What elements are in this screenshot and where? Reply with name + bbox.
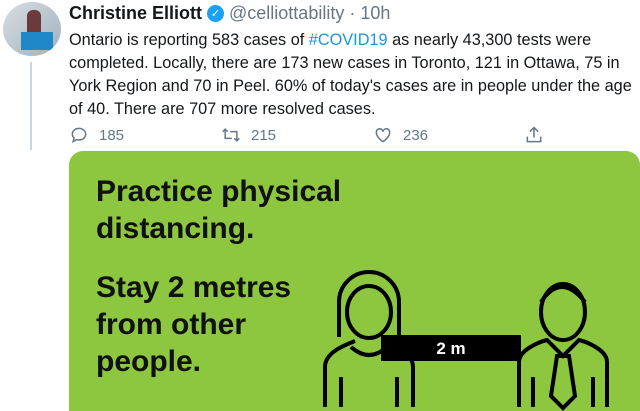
woman-icon [323,270,415,407]
tweet-header: Christine Elliott ✓ @celliottability · 1… [69,3,390,24]
verified-icon: ✓ [207,5,225,22]
distance-bar [381,335,521,361]
reply-button[interactable]: 185 [69,125,124,145]
distance-label: 2 m [436,339,465,358]
avatar-podium [21,32,53,50]
distancing-illustration: 2 m [323,270,609,411]
like-button[interactable]: 236 [373,125,428,145]
image-subtext: Stay 2 metres from other people. [96,269,291,380]
hashtag-link[interactable]: #COVID19 [308,31,388,49]
avatar-person [27,10,41,34]
image-headline: Practice physical distancing. [96,173,341,247]
tweet-text: Ontario is reporting 583 cases of #COVID… [69,29,639,121]
reply-icon [71,127,87,144]
author-name[interactable]: Christine Elliott [69,3,203,23]
share-button[interactable] [524,125,544,145]
share-icon [526,126,542,143]
tweet-image[interactable]: Practice physical distancing. Stay 2 metr… [69,151,640,411]
reply-count: 185 [99,126,125,144]
retweet-count: 215 [251,126,277,144]
sub-line: Stay 2 metres [96,271,292,304]
headline-line: distancing. [96,212,255,245]
author-handle[interactable]: @celliottability [229,3,345,23]
sub-line: from other [96,308,246,341]
text-part: as nearly 43,300 tests were completed. L… [69,31,632,118]
retweet-icon [222,128,240,142]
headline-line: Practice physical [96,175,342,208]
sub-line: people. [96,345,202,378]
thread-line [30,62,32,150]
man-icon [517,282,609,411]
retweet-button[interactable]: 215 [221,125,276,145]
timestamp[interactable]: · 10h [349,3,391,23]
avatar[interactable] [3,2,61,56]
like-count: 236 [403,126,429,144]
like-icon [375,127,391,143]
tweet-actions: 185 215 236 [69,125,549,149]
text-part: Ontario is reporting 583 cases of [69,31,309,49]
